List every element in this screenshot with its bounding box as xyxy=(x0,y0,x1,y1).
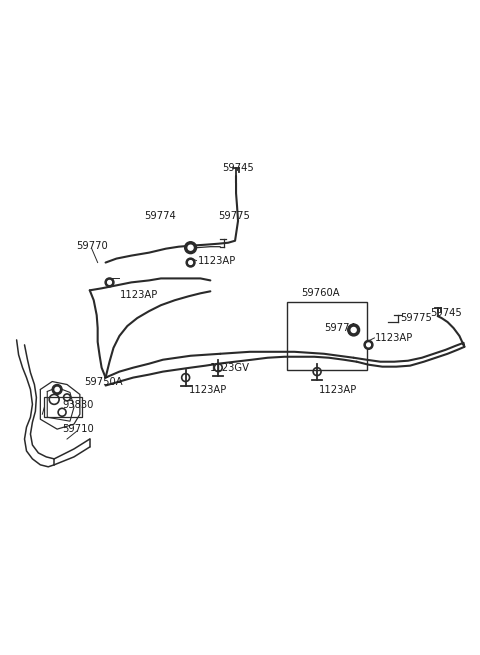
Text: 59775: 59775 xyxy=(400,313,432,323)
Circle shape xyxy=(186,258,195,267)
Circle shape xyxy=(351,328,356,333)
Text: 1123AP: 1123AP xyxy=(120,290,157,300)
Text: 59760A: 59760A xyxy=(301,288,340,298)
Bar xyxy=(288,302,367,369)
Circle shape xyxy=(189,261,192,265)
Circle shape xyxy=(188,245,193,250)
Text: 59775: 59775 xyxy=(218,211,250,221)
Circle shape xyxy=(367,343,371,346)
Bar xyxy=(44,398,82,417)
Text: 59774: 59774 xyxy=(324,323,356,333)
Text: 1123AP: 1123AP xyxy=(189,384,227,394)
Text: 1123AP: 1123AP xyxy=(197,255,236,265)
Text: 1123AP: 1123AP xyxy=(374,333,413,343)
Text: 59745: 59745 xyxy=(430,308,461,318)
Text: 59774: 59774 xyxy=(144,211,176,221)
Circle shape xyxy=(105,278,114,287)
Circle shape xyxy=(52,384,62,394)
Circle shape xyxy=(108,280,111,284)
Text: 1123AP: 1123AP xyxy=(319,384,357,394)
Circle shape xyxy=(348,324,360,336)
Circle shape xyxy=(364,341,373,349)
Circle shape xyxy=(55,387,59,392)
Text: 93830: 93830 xyxy=(62,400,94,410)
Text: 59745: 59745 xyxy=(222,163,254,174)
Text: 59710: 59710 xyxy=(62,424,94,434)
Circle shape xyxy=(185,242,196,253)
Text: 59750A: 59750A xyxy=(84,377,122,386)
Text: 1123GV: 1123GV xyxy=(210,363,251,373)
Text: 59770: 59770 xyxy=(76,240,108,251)
